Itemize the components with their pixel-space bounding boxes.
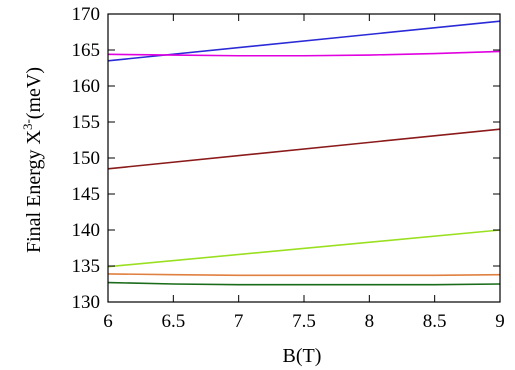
- plot-frame: [107, 13, 501, 303]
- series-layer: [107, 20, 501, 286]
- x-axis-label: B(T): [283, 345, 322, 367]
- y-axis-label-superscript: 3-: [20, 119, 35, 130]
- x-tick-label: 7.5: [292, 311, 316, 332]
- y-tick-label: 165: [72, 40, 101, 61]
- x-tick-label: 7: [234, 311, 244, 332]
- x-tick-label: 8: [365, 311, 375, 332]
- y-tick-label: 170: [72, 4, 101, 25]
- y-tick-label: 135: [72, 256, 101, 277]
- series-line-3: [107, 128, 501, 170]
- x-tick-label: 9: [495, 311, 505, 332]
- y-axis-label-base: Final Energy X: [23, 129, 45, 253]
- series-line-2: [107, 50, 501, 57]
- y-axis-label: Final Energy X3-(meV): [20, 67, 45, 253]
- y-tick-label: 155: [72, 112, 101, 133]
- x-tick-label: 6: [103, 311, 113, 332]
- y-axis-label-unit: (meV): [23, 67, 45, 119]
- tick-layer: 6 6.5 7 7.5 8 8.5 9 130 135 140 145 150 155 160 165 170: [72, 4, 505, 332]
- y-tick-label: 160: [72, 76, 101, 97]
- x-tick-label: 6.5: [161, 311, 185, 332]
- series-line-6: [107, 281, 501, 286]
- x-tick-label: 8.5: [423, 311, 447, 332]
- y-tick-label: 150: [72, 148, 101, 169]
- series-line-5: [107, 273, 501, 277]
- series-line-4: [107, 229, 501, 268]
- series-line-1: [107, 20, 501, 62]
- y-tick-label: 140: [72, 220, 101, 241]
- y-tick-label: 145: [72, 184, 101, 205]
- y-tick-label: 130: [72, 292, 101, 313]
